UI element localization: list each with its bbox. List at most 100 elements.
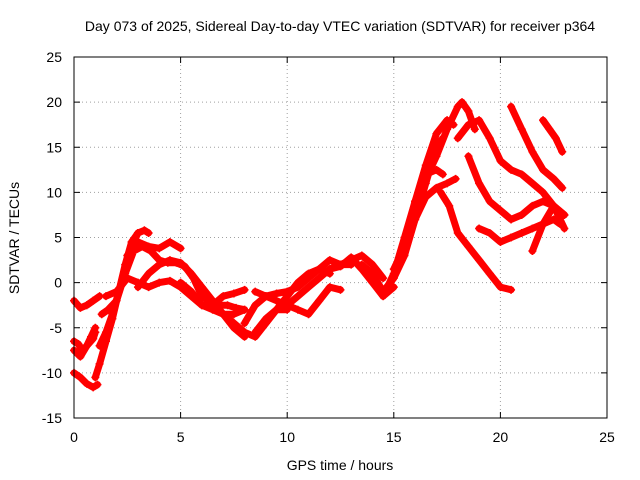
data-point-marker [438, 170, 447, 179]
data-point-marker [549, 201, 558, 210]
data-point-marker [165, 238, 174, 247]
data-point-marker [82, 301, 91, 310]
data-point-marker [97, 310, 106, 319]
data-point-marker [528, 147, 537, 156]
data-point-marker [475, 224, 484, 233]
data-point-marker [304, 310, 313, 319]
data-point-marker [475, 179, 484, 188]
data-point-marker [293, 292, 302, 301]
series-arc28 [528, 201, 569, 256]
data-point-marker [89, 334, 98, 343]
series-arc1 [70, 292, 104, 312]
data-point-marker [464, 120, 473, 129]
y-tick-label: 10 [46, 184, 62, 200]
data-point-marker [82, 379, 91, 388]
data-point-marker [368, 269, 377, 278]
data-point-marker [187, 287, 196, 296]
data-point-marker [325, 265, 334, 274]
data-point-marker [251, 328, 260, 337]
data-point-marker [445, 201, 454, 210]
data-point-marker [197, 283, 206, 292]
data-point-marker [496, 156, 505, 165]
data-point-marker [539, 116, 548, 125]
series-arc20 [389, 174, 460, 274]
series-trace [437, 188, 515, 294]
data-point-marker [549, 174, 558, 183]
data-point-marker [453, 134, 462, 143]
data-point-marker [76, 373, 85, 382]
chart-title: Day 073 of 2025, Sidereal Day-to-day VTE… [85, 18, 595, 34]
data-point-marker [144, 242, 153, 251]
data-point-marker [89, 383, 98, 392]
data-point-marker [144, 283, 153, 292]
x-axis-label: GPS time / hours [287, 457, 394, 473]
data-point-marker [485, 228, 494, 237]
data-point-marker [74, 339, 83, 348]
series-arc23 [436, 188, 516, 294]
data-point-marker [558, 147, 567, 156]
y-tick-label: 5 [54, 230, 62, 246]
data-point-marker [133, 283, 142, 292]
data-point-marker [112, 287, 121, 296]
data-point-marker [219, 292, 228, 301]
data-point-marker [144, 228, 153, 237]
data-point-marker [112, 296, 121, 305]
data-point-marker [176, 258, 185, 267]
grid-lines [74, 57, 607, 418]
data-point-marker [93, 380, 102, 389]
series-arc22 [421, 98, 479, 183]
data-point-marker [108, 310, 117, 319]
data-point-marker [551, 134, 560, 143]
data-point-marker [496, 283, 505, 292]
data-point-marker [528, 201, 537, 210]
data-point-marker [517, 170, 526, 179]
data-point-marker [485, 197, 494, 206]
data-point-marker [315, 274, 324, 283]
data-point-marker [197, 301, 206, 310]
data-point-marker [545, 125, 554, 134]
data-point-marker [458, 98, 467, 107]
x-tick-labels: 0 5 10 15 20 25 [70, 429, 615, 445]
data-point-marker [272, 289, 281, 298]
data-point-marker [517, 125, 526, 134]
data-point-marker [101, 292, 110, 301]
series-arc4 [70, 368, 102, 392]
data-point-marker [475, 116, 484, 125]
data-point-marker [304, 269, 313, 278]
data-point-marker [89, 296, 98, 305]
series-arc29 [539, 116, 567, 156]
data-point-marker [464, 242, 473, 251]
data-point-marker [261, 292, 270, 301]
data-point-marker [517, 228, 526, 237]
x-tick-label: 0 [70, 429, 78, 445]
data-point-marker [272, 305, 281, 314]
data-point-marker [507, 233, 516, 242]
y-axis-label: SDTVAR / TECUs [6, 182, 22, 294]
data-point-marker [485, 134, 494, 143]
plot-frame [73, 56, 608, 419]
data-point-marker [443, 125, 452, 134]
data-point-marker [432, 152, 441, 161]
data-point-marker [91, 373, 100, 382]
data-point-marker [389, 265, 398, 274]
data-point-marker [539, 165, 548, 174]
series-trace [123, 238, 185, 259]
data-point-marker [443, 179, 452, 188]
series-trace [528, 202, 568, 255]
data-point-marker [421, 192, 430, 201]
data-point-marker [539, 197, 548, 206]
data-point-marker [140, 226, 149, 235]
data-point-marker [528, 224, 537, 233]
data-point-marker [411, 197, 420, 206]
data-point-marker [336, 285, 345, 294]
y-tick-label: 25 [46, 49, 62, 65]
data-point-marker [76, 352, 85, 361]
data-point-marker [155, 278, 164, 287]
series-trace [539, 116, 566, 156]
data-point-marker [528, 247, 537, 256]
data-point-marker [507, 165, 516, 174]
data-point-marker [240, 328, 249, 337]
data-point-marker [176, 244, 185, 253]
data-point-marker [123, 251, 132, 260]
